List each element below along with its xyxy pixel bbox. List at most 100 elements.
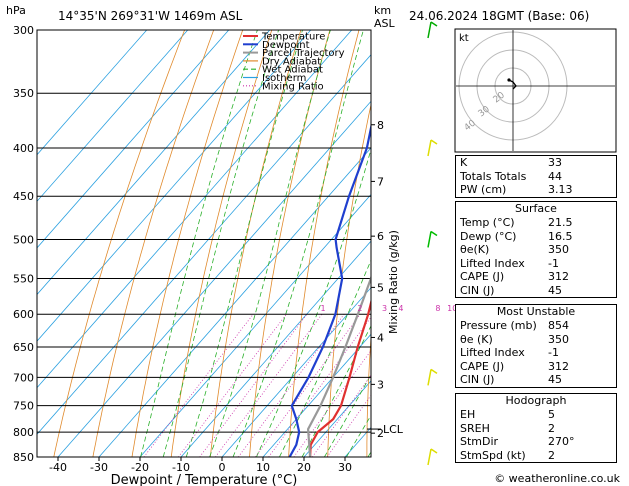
isotherm-line [37,30,312,342]
wet-adiabat-line [209,30,331,457]
mixing-ratio-line [237,313,345,457]
dry-adiabat-line [92,30,215,457]
dry-adiabat-line [288,30,360,457]
wind-barb-flag [430,368,438,375]
indices-most-unstable-panel: Most Unstable Pressure (mb) 854 θe (K) 350… [455,304,617,388]
wet-adiabat-line [140,30,258,457]
isotherm-line [37,54,371,435]
legend-label: Dewpoint [262,40,310,51]
legend-label: Temperature [261,32,325,43]
wind-barb-flag [430,448,438,454]
x-tick-label: 0 [219,461,226,474]
dry-adiabat-line [249,30,331,457]
isotherm-line [180,240,371,457]
km-tick-label: 5 [377,281,384,294]
pressure-tick-label: 800 [13,426,34,439]
wind-barb-flag [430,230,438,237]
dry-adiabat-line [209,30,302,457]
most-unstable-row: θe (K) 350 [460,332,569,346]
hodograph-row: StmDir 270° [460,435,575,448]
most-unstable-row: Lifted Index -1 [460,346,559,359]
mixing-ratio-line [199,313,308,457]
asl-label: ASL [374,17,396,30]
legend-label: Dry Adiabat [262,56,321,67]
surface-row: CIN (J) 45 [460,283,562,297]
mixing-ratio-label: 1 [321,304,326,313]
mixing-ratio-line [268,316,371,457]
pressure-tick-label: 300 [13,24,34,37]
surface-row: Temp (°C) 21.5 [460,216,573,229]
legend-label: Isotherm [262,73,306,84]
isotherm-line [303,380,371,457]
mixing-ratio-axis-label: Mixing Ratio (g/kg) [387,230,400,334]
mixing-ratio-label: 3 [382,304,387,313]
hodograph-trace [508,79,517,90]
profile-temperature [309,298,371,457]
isotherm-line [221,287,371,457]
datetime-title: 24.06.2024 18GMT (Base: 06) [409,9,589,23]
surface-row: Lifted Index -1 [460,256,559,270]
mixing-ratio-line [143,313,254,457]
hodograph-row: EH 5 [460,408,555,421]
dry-adiabat-line [170,30,273,457]
indices-hodograph-panel: Hodograph EH 5 SREH 2 StmDir 270° StmSpd (k… [455,393,617,463]
wind-barb [427,21,432,39]
x-tick-label: 30 [338,461,352,474]
profile-parcel-trajectory [306,274,371,457]
legend-label: Wet Adiabat [262,65,323,76]
km-tick-label: 2 [377,427,384,440]
pressure-tick-label: 400 [13,142,34,155]
surface-row: CAPE (J) 312 [460,270,569,283]
surface-row: Dewp (°C) 16.5 [460,229,573,243]
x-tick-label: 10 [256,461,270,474]
km-tick-label: 6 [377,230,384,243]
pressure-tick-label: 650 [13,341,34,354]
km-tick-label: 4 [377,331,384,344]
hodograph-kt-label: kt [459,33,469,44]
wind-barb-flag [430,139,438,145]
hodograph-title: Hodograph [505,394,567,407]
mixing-ratio-label: 10 [447,304,457,313]
most-unstable-row: Pressure (mb) 854 [460,319,569,332]
mixing-ratio-label: 8 [435,304,440,313]
indices-surface-panel: Surface Temp (°C) 21.5 Dewp (°C) 16.5 θe(K… [455,201,617,298]
legend-label: Mixing Ratio [262,81,324,92]
x-tick-label: -30 [90,461,108,474]
surface-title: Surface [515,202,557,215]
index-row-totals: Totals Totals 44 [460,169,562,183]
dry-adiabat-line [366,331,371,457]
x-tick-label: -40 [49,461,67,474]
x-tick-label: -10 [172,461,190,474]
hodograph-point [507,78,511,82]
indices-general-panel: K 33 Totals Totals 44 PW (cm) 3.13 [455,155,617,198]
index-row-k: K 33 [460,156,562,169]
wind-barb [427,139,432,157]
isotherm-line [262,333,371,457]
isotherm-line [37,30,189,202]
wet-adiabat-line [279,259,371,457]
profile-dewpoint [288,122,371,457]
most-unstable-row: CIN (J) 45 [460,373,562,386]
mixing-ratio-label: 2 [357,304,362,313]
dry-adiabat-line [131,30,244,457]
isotherm-line [37,30,271,296]
wet-adiabat-line [185,30,303,457]
isotherm-line [37,30,230,249]
hpa-label: hPa [6,4,26,17]
km-tick-label: 8 [377,119,384,132]
plot-frame [36,29,372,458]
copyright: © weatheronline.co.uk [494,472,620,485]
mixing-ratio-line [215,313,323,457]
pressure-tick-label: 350 [13,87,34,100]
legend-label: Parcel Trajectory [262,48,345,59]
location-title: 14°35'N 269°31'W 1469m ASL [58,9,243,23]
mixing-ratio-label: 4 [398,304,403,313]
pressure-tick-label: 600 [13,308,34,321]
isotherm-line [37,30,148,156]
wind-barb [427,369,432,386]
km-tick-label: 3 [377,378,384,391]
mixing-ratio-line [177,313,287,457]
isotherm-line [98,147,371,457]
